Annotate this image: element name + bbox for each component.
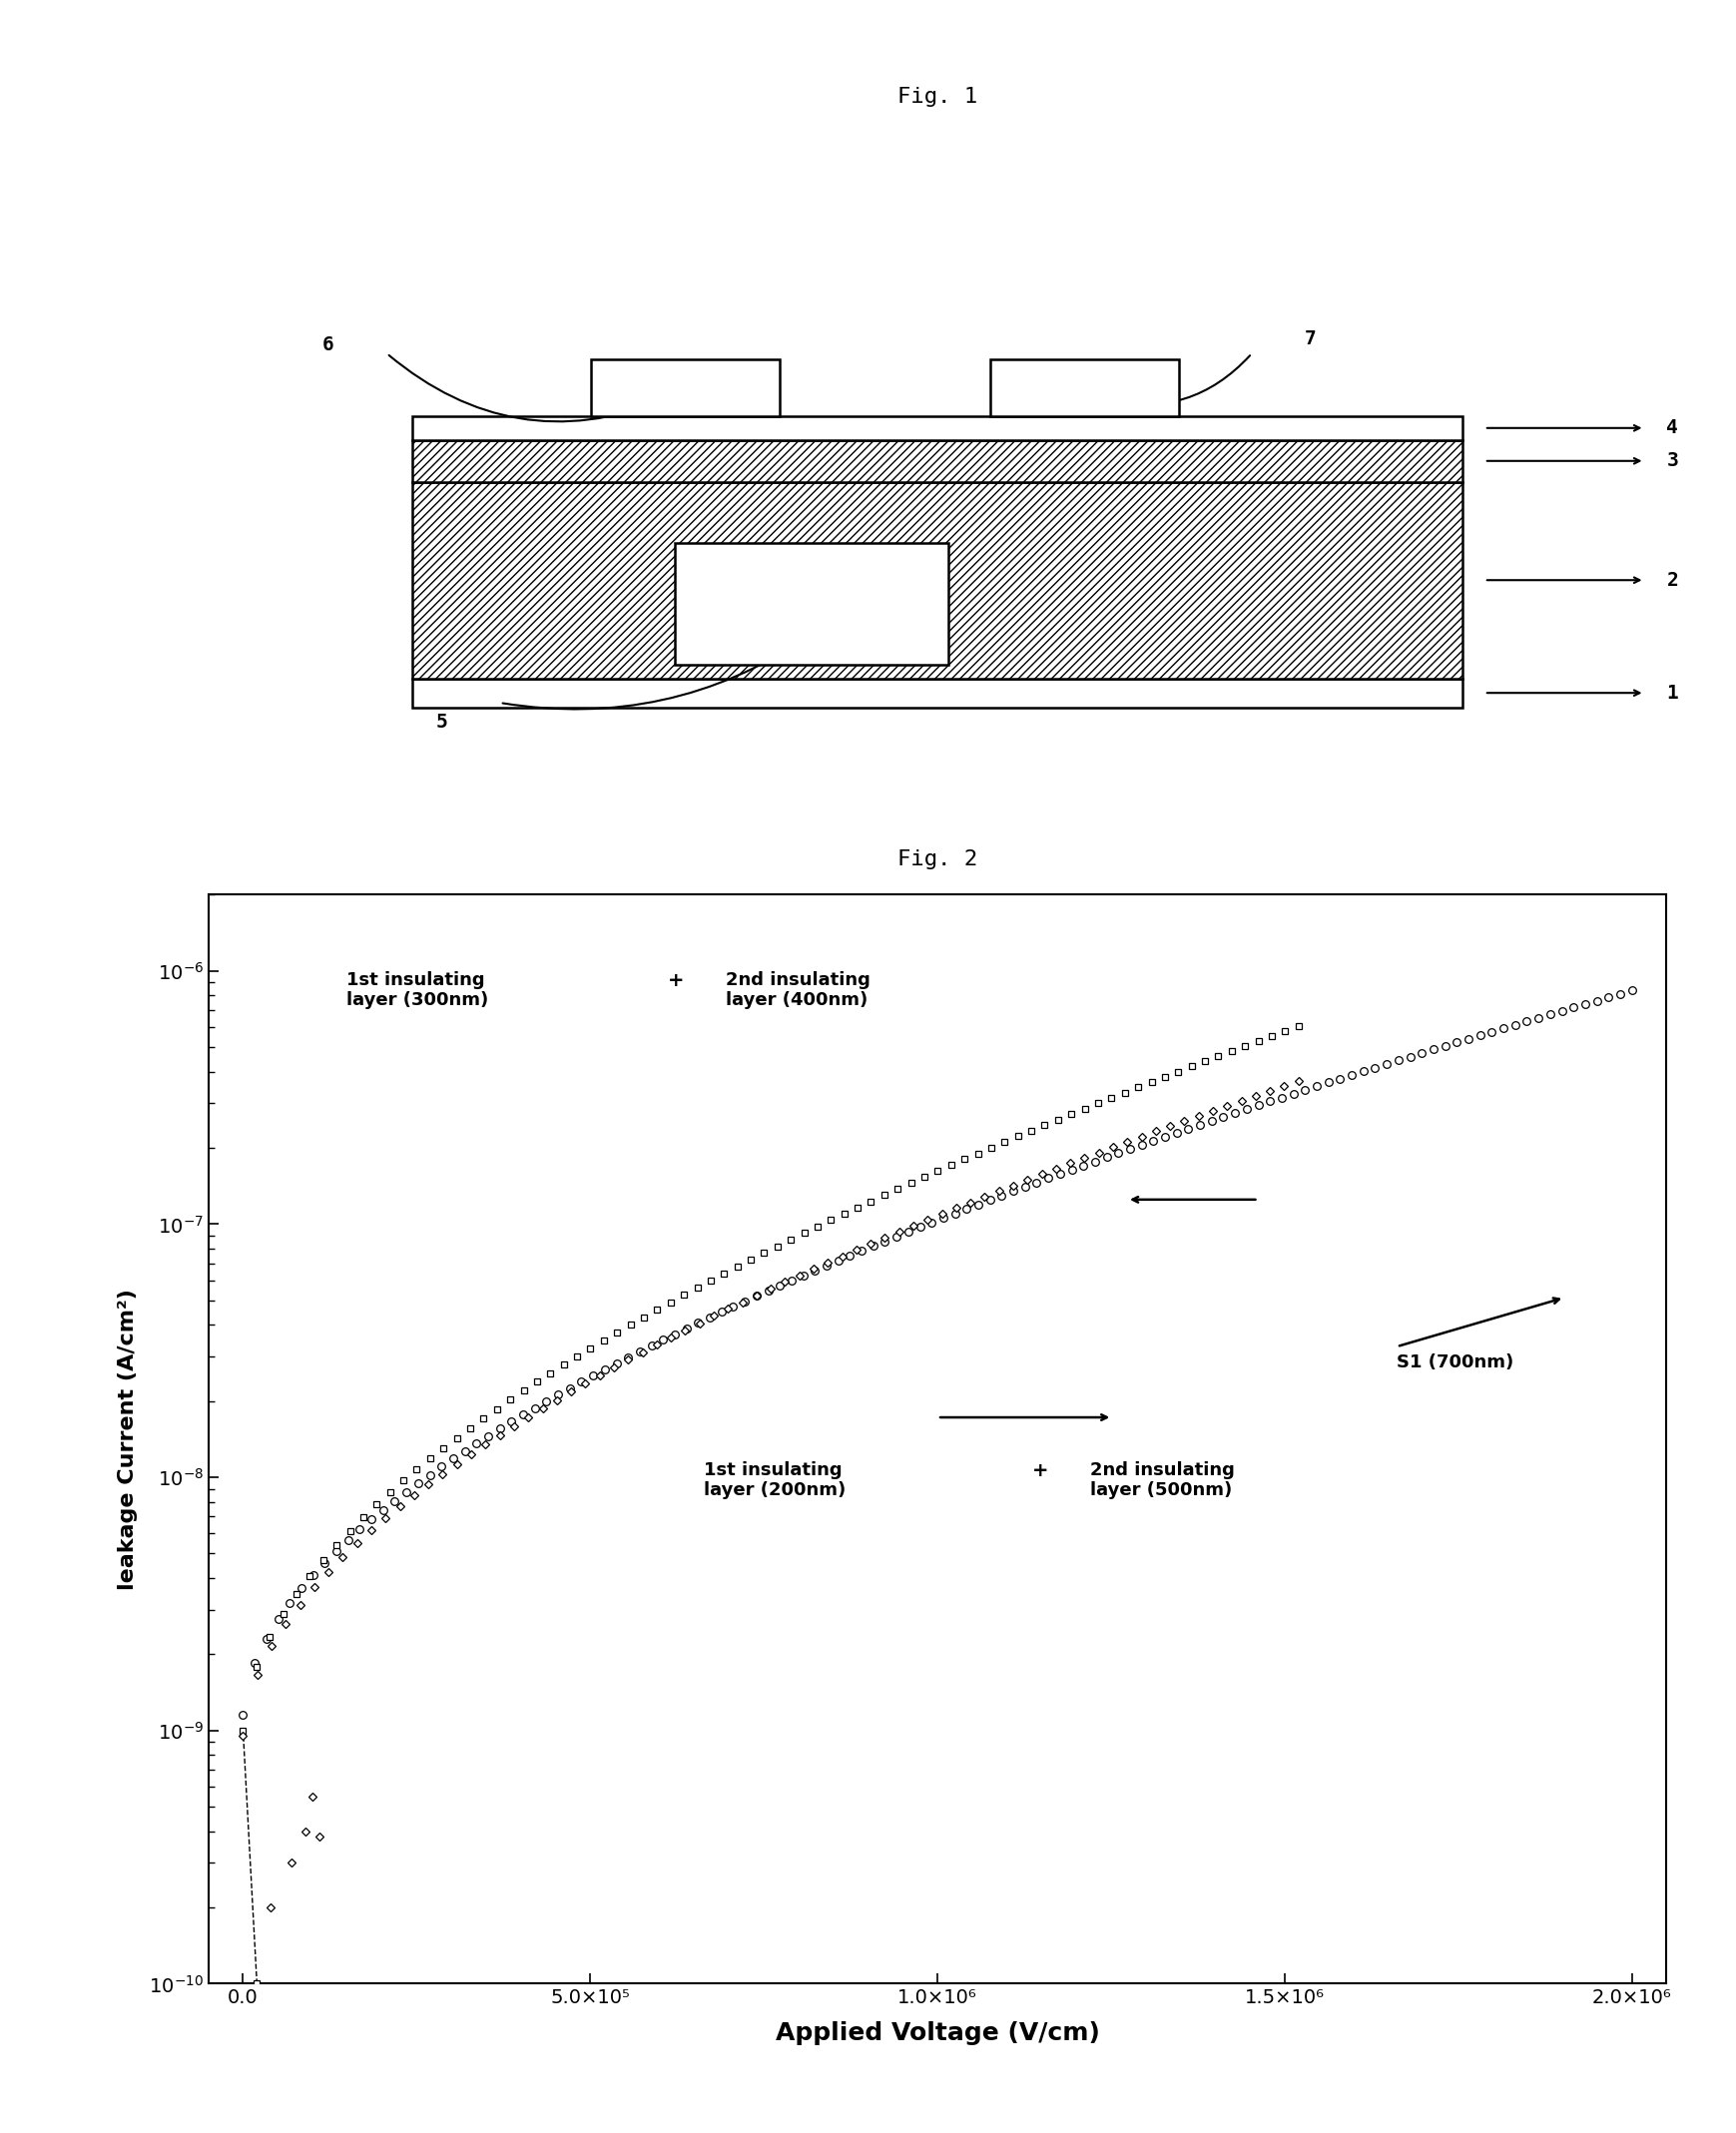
X-axis label: Applied Voltage (V/cm): Applied Voltage (V/cm) [776, 2022, 1099, 2046]
Bar [675, 544, 948, 665]
Text: 4: 4 [1667, 418, 1679, 437]
Bar [413, 416, 1462, 439]
Text: 2nd insulating
layer (500nm): 2nd insulating layer (500nm) [1090, 1461, 1236, 1499]
Text: 1st insulating
layer (200nm): 1st insulating layer (200nm) [705, 1461, 845, 1499]
Text: +: + [668, 971, 684, 990]
Y-axis label: leakage Current (A/cm²): leakage Current (A/cm²) [118, 1288, 137, 1589]
Bar [413, 678, 1462, 708]
Text: 6: 6 [323, 335, 335, 354]
Text: 1: 1 [1667, 683, 1679, 702]
Text: 1st insulating
layer (300nm): 1st insulating layer (300nm) [347, 971, 490, 1009]
Text: 5: 5 [436, 712, 448, 732]
Text: Fig. 1: Fig. 1 [898, 87, 977, 107]
Text: 3: 3 [1667, 452, 1679, 471]
Text: 2nd insulating
layer (400nm): 2nd insulating layer (400nm) [726, 971, 871, 1009]
Text: S1 (700nm): S1 (700nm) [1397, 1354, 1514, 1372]
Text: Fig. 2: Fig. 2 [898, 849, 977, 868]
Text: +: + [1033, 1461, 1049, 1480]
Bar [413, 439, 1462, 482]
Text: 2: 2 [1667, 572, 1679, 589]
Bar [413, 482, 1462, 678]
Bar [590, 358, 779, 416]
Bar [990, 358, 1179, 416]
Text: 7: 7 [1304, 331, 1316, 350]
